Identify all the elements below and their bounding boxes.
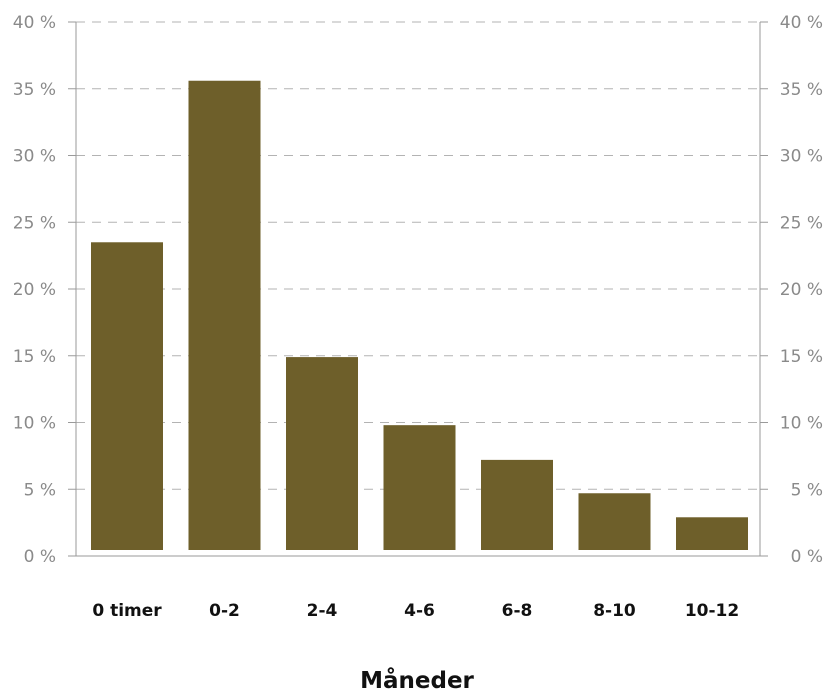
y-tick-label-left: 10 % xyxy=(13,414,56,434)
x-category-label: 6-8 xyxy=(502,601,533,621)
x-category-label: 0-2 xyxy=(209,601,240,621)
bar xyxy=(481,459,553,550)
y-tick-label-right: 35 % xyxy=(780,80,823,100)
y-tick-label-right: 40 % xyxy=(780,13,823,33)
y-tick-label-left: 35 % xyxy=(13,80,56,100)
y-tick-label-left: 20 % xyxy=(13,280,56,300)
bar xyxy=(91,242,163,550)
y-tick-label-right: 20 % xyxy=(780,280,823,300)
y-tick-label-right: 25 % xyxy=(780,213,823,233)
y-tick-label-right: 10 % xyxy=(780,414,823,434)
bar xyxy=(286,357,358,550)
x-axis-title: Måneder xyxy=(360,667,474,693)
x-category-label: 0 timer xyxy=(92,601,162,621)
y-tick-label-left: 40 % xyxy=(13,13,56,33)
y-tick-label-left: 25 % xyxy=(13,213,56,233)
bar xyxy=(676,517,748,550)
y-tick-label-left: 30 % xyxy=(13,147,56,167)
y-tick-label-right: 15 % xyxy=(780,347,823,367)
y-tick-label-left: 15 % xyxy=(13,347,56,367)
bars xyxy=(91,80,748,551)
y-tick-label-right: 30 % xyxy=(780,147,823,167)
y-tick-label-right: 0 % xyxy=(791,547,823,567)
y-tick-label-left: 5 % xyxy=(24,480,56,500)
x-category-label: 10-12 xyxy=(685,601,739,621)
bar xyxy=(188,80,261,551)
bar xyxy=(383,425,456,550)
x-category-label: 2-4 xyxy=(307,601,338,621)
y-tick-label-left: 0 % xyxy=(24,547,56,567)
y-axis-right-ticks: 0 % 5 % 10 % 15 % 20 % 25 % 30 % 35 % 40 % xyxy=(760,13,823,567)
bar xyxy=(578,493,651,550)
y-tick-label-right: 5 % xyxy=(791,480,823,500)
gridlines xyxy=(76,21,760,490)
x-axis-categories: 0 timer 0-2 2-4 4-6 6-8 8-10 10-12 xyxy=(92,601,739,621)
x-category-label: 8-10 xyxy=(593,601,636,621)
x-category-label: 4-6 xyxy=(404,601,435,621)
y-axis-left-ticks: 0 % 5 % 10 % 15 % 20 % 25 % 30 % 35 % 40 % xyxy=(13,13,76,567)
